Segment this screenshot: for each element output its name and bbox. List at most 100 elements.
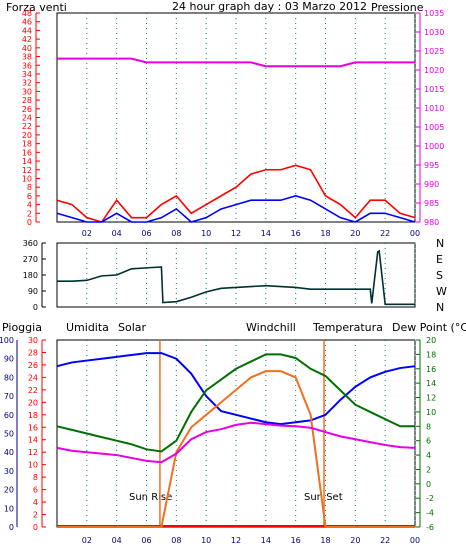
panel1-left-tick-label: 28	[22, 96, 32, 105]
chart-title: 24 hour graph day : 03 Marzo 2012	[172, 0, 367, 13]
panel1-right-tick-label: 1020	[424, 66, 444, 75]
panel2-left-tick-label: 0	[33, 303, 38, 312]
panel1-x-tick-label: 10	[201, 229, 211, 238]
panel1-left-tick-label: 6	[27, 192, 32, 201]
panel2-left-tick-label: 360	[23, 239, 38, 248]
panel1-series-vento	[56, 195, 416, 223]
panel3-outer-tick-label: 70	[4, 392, 14, 401]
panel3-outer-tick-label: 40	[4, 448, 14, 457]
panel3-outer-tick-label: 10	[4, 504, 14, 513]
panel1-right-tick-label: 1035	[424, 9, 444, 18]
panel3-x-tick-label: 04	[112, 536, 122, 545]
panel1-right-tick-label: 995	[424, 161, 439, 170]
panel3-x-tick-label: 12	[231, 536, 241, 545]
panel3-right-tick-label: 18	[426, 350, 436, 359]
sunrise-label: Sun Rise	[129, 492, 172, 503]
panel1-left-tick-label: 48	[22, 9, 32, 18]
right-axis-label-pressure: Pressione	[371, 1, 424, 14]
panel1-right-tick-label: 985	[424, 199, 439, 208]
panel1-x-tick-label: 18	[320, 229, 330, 238]
panel1-right-tick-label: 990	[424, 180, 439, 189]
panel1-x-tick-label: 08	[171, 229, 181, 238]
panel3-inner-tick-label: 0	[33, 523, 38, 532]
panel1-right-tick-label: 980	[424, 218, 439, 227]
panel3-x-tick-label: 06	[141, 536, 151, 545]
panel1-left-tick-label: 46	[22, 18, 32, 27]
panel1-x-tick-label: 12	[231, 229, 241, 238]
panel3-inner-tick-label: 28	[28, 348, 38, 357]
panel1-left-tick-label: 14	[22, 157, 32, 166]
panel1-left-tick-label: 18	[22, 140, 32, 149]
panel3-right-tick-label: -2	[426, 494, 434, 503]
panel1-left-tick-label: 32	[22, 79, 32, 88]
panel3-inner-tick-label: 8	[33, 473, 38, 482]
panel3-right-tick-label: 20	[426, 336, 436, 345]
panel3-inner-tick-label: 4	[33, 498, 38, 507]
panel3-x-tick-label: 20	[350, 536, 360, 545]
panel3-x-tick-label: 08	[171, 536, 181, 545]
panel1-frame	[56, 12, 416, 223]
label-solar: Solar	[118, 321, 147, 334]
panel3-inner-tick-label: 24	[28, 373, 38, 382]
panel1-right-tick-label: 1025	[424, 47, 444, 56]
panel1-x-tick-label: 02	[82, 229, 92, 238]
panel1-left-tick-label: 34	[22, 70, 32, 79]
label-pioggia: Pioggia	[2, 321, 42, 334]
panel1-left-tick-label: 44	[22, 26, 32, 35]
panel1-x-tick-label: 14	[261, 229, 271, 238]
panel3-right-tick-label: 4	[426, 451, 431, 460]
panel3-x-tick-label: 16	[291, 536, 301, 545]
panel3-right-tick-label: 14	[426, 379, 436, 388]
panel3-right-tick-label: 16	[426, 365, 436, 374]
panel3-inner-tick-label: 12	[28, 448, 38, 457]
panel3-outer-tick-label: 0	[9, 523, 14, 532]
label-windchill: Windchill	[246, 321, 296, 334]
panel3-x-tick-label: 14	[261, 536, 271, 545]
panel3-outer-tick-label: 90	[4, 355, 14, 364]
panel1-left-tick-label: 36	[22, 61, 32, 70]
panel1-series-raffica	[56, 164, 416, 223]
panel1-left-tick-label: 2	[27, 209, 32, 218]
panel3-outer-tick-label: 80	[4, 373, 14, 382]
panel3-series-umidita	[56, 352, 416, 426]
panel1-left-tick-label: 8	[27, 183, 32, 192]
panel3-outer-tick-label: 30	[4, 467, 14, 476]
panel1-left-tick-label: 10	[22, 174, 32, 183]
panel1-right-tick-label: 1005	[424, 123, 444, 132]
panel1-left-tick-label: 22	[22, 122, 32, 131]
panel1-left-tick-label: 42	[22, 35, 32, 44]
panel3-inner-tick-label: 10	[28, 461, 38, 470]
panel1-left-tick-label: 16	[22, 148, 32, 157]
panel3-right-tick-label: 6	[426, 437, 431, 446]
panel2-right-label: S	[436, 269, 443, 282]
panel3-series-dew-point	[56, 421, 416, 464]
panel2-left-tick-label: 90	[28, 287, 38, 296]
panel3-x-tick-label: 02	[82, 536, 92, 545]
panel2-right-label: N	[436, 301, 444, 314]
panel3-right-tick-label: 10	[426, 408, 436, 417]
panel3-x-tick-label: 18	[320, 536, 330, 545]
panel1-left-tick-label: 0	[27, 218, 32, 227]
panel3-inner-tick-label: 6	[33, 486, 38, 495]
panel3-series-temperatura	[56, 353, 415, 453]
panel3-right-tick-label: -6	[426, 523, 434, 532]
panel1-left-tick-label: 20	[22, 131, 32, 140]
panel2-right-label: N	[436, 237, 444, 250]
panel2-series-direzione	[57, 249, 415, 306]
panel1-series-pressione	[57, 57, 415, 68]
panel3-outer-tick-label: 20	[4, 486, 14, 495]
panel1-right-tick-label: 1010	[424, 104, 444, 113]
panel1-right-tick-label: 1015	[424, 85, 444, 94]
panel3-right-tick-label: 2	[426, 465, 431, 474]
panel1-x-tick-label: 00	[410, 229, 420, 238]
panel3-outer-tick-label: 60	[4, 411, 14, 420]
label-temperatura: Temperatura	[312, 321, 383, 334]
panel3-x-tick-label: 22	[380, 536, 390, 545]
panel1-x-tick-label: 16	[291, 229, 301, 238]
panel3-x-tick-label: 10	[201, 536, 211, 545]
label-dewpoint: Dew Point (°C)	[392, 321, 466, 334]
panel3-inner-tick-label: 30	[28, 336, 38, 345]
panel1-left-tick-label: 26	[22, 105, 32, 114]
